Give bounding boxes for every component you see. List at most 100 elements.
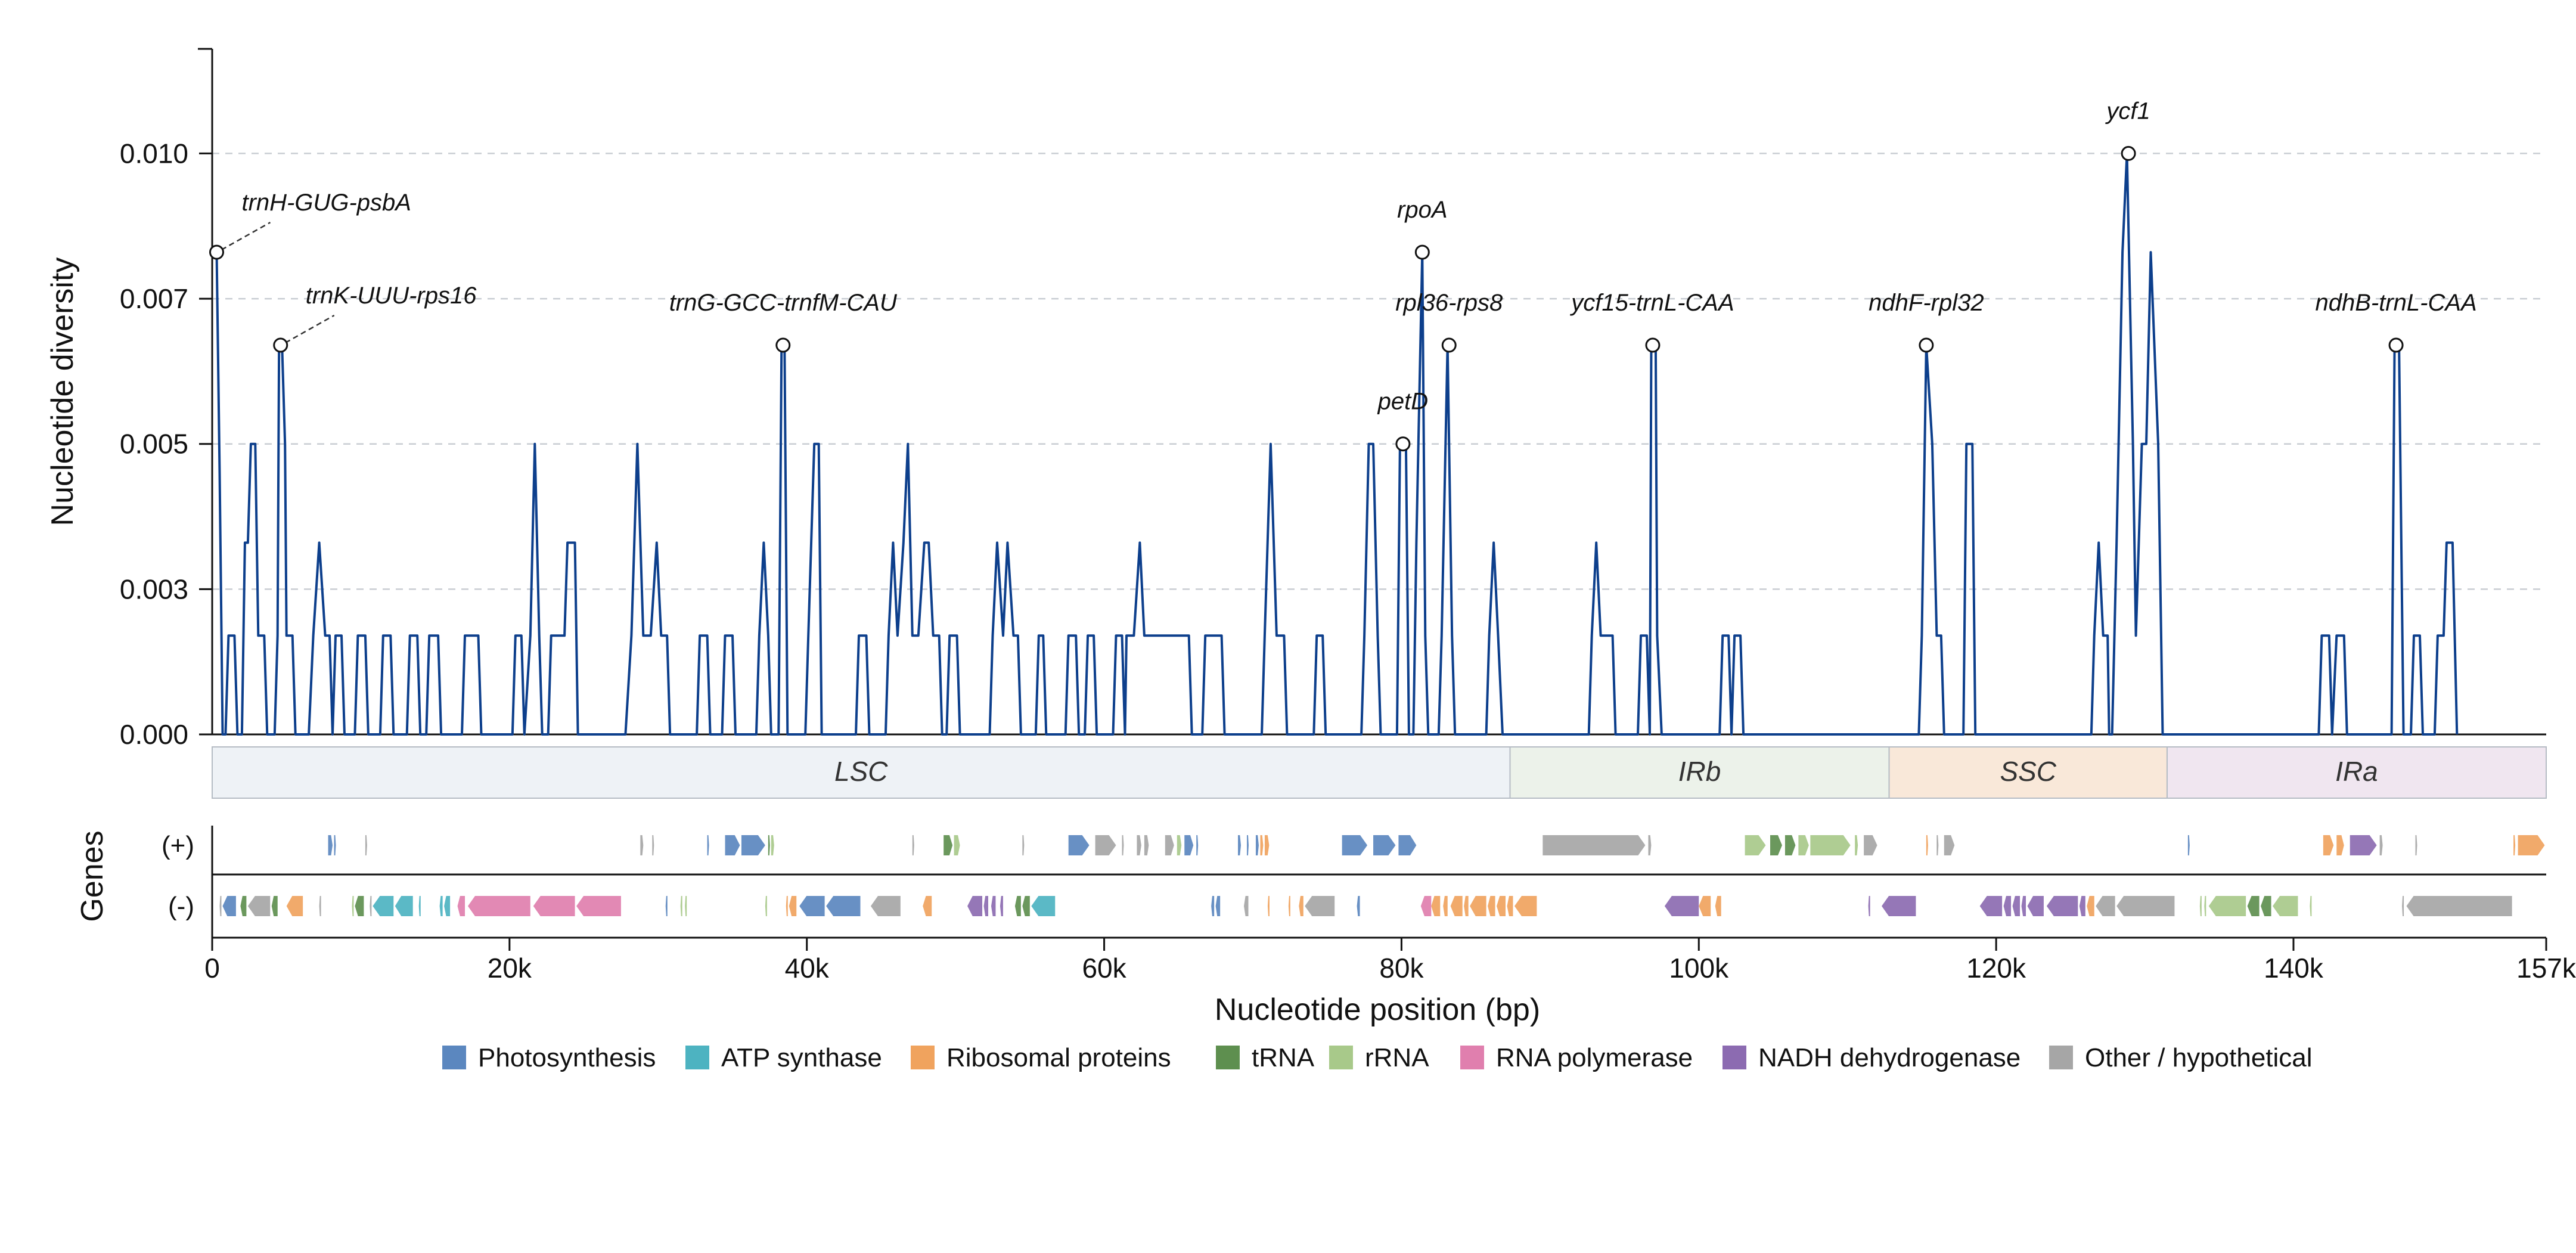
strand-label-plus: (+) [162,831,194,860]
gene-minus-57 [1868,896,1870,916]
gene-plus-4 [652,835,654,855]
annotation-leader-0 [221,222,271,251]
gene-minus-23 [786,896,788,916]
strand-labels: (+) (-) [162,831,194,921]
x-tick-label-5: 100k [1669,953,1729,984]
legend-label-0: Photosynthesis [478,1043,656,1072]
gene-minus-32 [1000,896,1003,916]
gene-minus-45 [1431,896,1441,916]
annotation-marker-6 [1645,337,1661,353]
gene-minus-67 [2096,896,2115,916]
gene-plus-34 [1770,835,1782,855]
gene-plus-13 [1022,835,1025,855]
gene-minus-6 [319,896,321,916]
annotation-marker-4 [1414,244,1430,260]
legend-label-1: ATP synthase [721,1043,882,1072]
y-tick-label-2: 0.005 [120,429,188,460]
gene-plus-22 [1196,835,1199,855]
gene-minus-12 [418,896,421,916]
gene-minus-71 [2208,896,2246,916]
gene-plus-18 [1144,835,1149,855]
axes [198,48,2546,939]
gene-minus-15 [457,896,465,916]
legend: Photosynthesis ATP synthase Ribosomal prot… [442,1043,2313,1072]
gene-minus-47 [1450,896,1463,916]
annotation-label-7: ndhF-rpl32 [1869,290,1984,316]
gene-minus-39 [1267,896,1270,916]
gene-plus-24 [1247,835,1249,855]
gene-minus-41 [1299,896,1303,916]
gene-minus-16 [468,896,530,916]
y-tick-label-0: 0.000 [120,719,188,750]
gene-plus-2 [365,835,367,855]
legend-swatch-3 [1216,1046,1240,1069]
grid-lines [212,153,2546,590]
gene-minus-44 [1420,896,1432,916]
annotation-marker-5 [1441,337,1457,353]
gene-plus-33 [1745,835,1766,855]
gene-minus-19 [665,896,668,916]
x-tick-label-6: 120k [1966,953,2026,984]
gene-minus-58 [1882,896,1916,916]
gene-minus-5 [286,896,303,916]
gene-plus-30 [1398,835,1417,855]
gene-minus-38 [1244,896,1249,916]
gene-minus-4 [271,896,278,916]
y-tick-label-1: 0.003 [120,573,188,604]
x-tick-label-3: 60k [1082,953,1126,984]
gene-minus-54 [1664,896,1699,916]
gene-plus-20 [1177,835,1182,855]
gene-plus-42 [1944,835,1955,855]
gene-minus-68 [2116,896,2175,916]
gene-plus-25 [1255,835,1259,855]
gene-minus-30 [983,896,989,916]
region-irb [1509,746,1890,799]
x-tick-label-8: 157k [2516,953,2576,984]
gene-plus-11 [944,835,953,855]
gene-plus-23 [1238,835,1242,855]
gene-plus-16 [1122,835,1124,855]
gene-plus-17 [1137,835,1141,855]
gene-minus-26 [826,896,861,916]
legend-swatch-1 [685,1046,709,1069]
gene-plus-47 [2379,835,2383,855]
region-label-ira: IRa [2335,756,2378,787]
gene-plus-35 [1784,835,1796,855]
gene-plus-32 [1648,835,1652,855]
annotation-marker-8 [2121,145,2136,161]
gene-plus-39 [1864,835,1877,855]
gene-plus-7 [741,835,765,855]
gene-plus-3 [640,835,644,855]
x-axis-title: Nucleotide position (bp) [1215,993,1540,1027]
annotation-label-3: petD [1377,389,1429,415]
legend-label-4: rRNA [1365,1043,1429,1072]
gene-minus-46 [1443,896,1448,916]
gene-minus-61 [2012,896,2021,916]
gene-plus-37 [1810,835,1851,855]
annotation-label-2: trnG-GCC-trnfM-CAU [669,290,898,316]
gene-minus-7 [352,896,354,916]
gene-minus-33 [1014,896,1021,916]
gene-minus-27 [870,896,901,916]
annotation-label-9: ndhB-trnL-CAA [2315,290,2476,316]
gene-minus-64 [2046,896,2078,916]
gene-minus-65 [2079,896,2085,916]
x-tick-label-2: 40k [785,953,830,984]
annotation-label-0: trnH-GUG-psbA [241,190,411,216]
gene-minus-72 [2247,896,2260,916]
gene-minus-63 [2027,896,2044,916]
gene-minus-18 [576,896,621,916]
peak-annotations: trnH-GUG-psbA trnK-UUU-rps16 trnG-GCC-trnf… [209,98,2477,452]
gene-minus-48 [1464,896,1469,916]
gene-minus-49 [1470,896,1486,916]
gene-minus-70 [2204,896,2206,916]
gene-minus-21 [685,896,687,916]
annotation-marker-3 [1395,436,1411,452]
legend-swatch-7 [2049,1046,2073,1069]
annotation-label-6: ycf15-trnL-CAA [1569,290,1734,316]
gene-minus-69 [2199,896,2202,916]
gene-minus-37 [1215,896,1221,916]
region-ira [2166,746,2547,799]
gene-minus-50 [1488,896,1495,916]
